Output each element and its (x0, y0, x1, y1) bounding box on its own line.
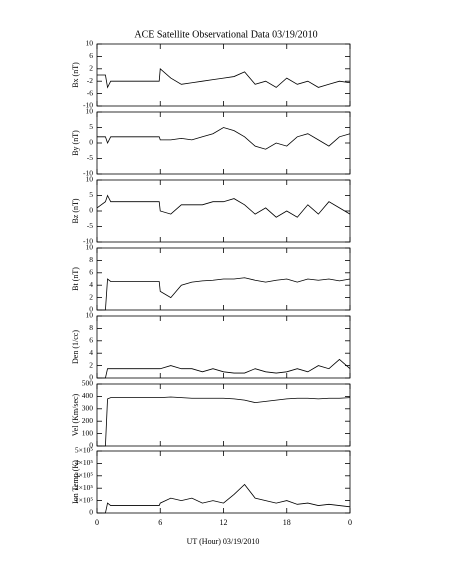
y-tick-label: -10 (83, 169, 93, 178)
y-tick-label: 10 (86, 311, 94, 320)
data-line (96, 194, 351, 218)
y-tick-label: 8 (89, 255, 93, 264)
x-tick-label: 0 (95, 518, 99, 527)
y-tick-label: 2×10⁵ (75, 483, 93, 492)
panel-frame (96, 179, 351, 243)
y-axis-label: Vel (Km/sec) (71, 393, 80, 436)
y-tick-label: 2 (89, 64, 93, 73)
x-axis-label: UT (Hour) 03/19/2010 (187, 537, 260, 546)
x-tick-label: 0 (348, 518, 352, 527)
y-tick-label: 4 (89, 280, 93, 289)
y-axis-label: By (nT) (71, 130, 80, 156)
y-tick-label: 5 (89, 190, 93, 199)
y-tick-label: 0 (89, 206, 93, 215)
y-tick-label: 10 (86, 107, 94, 116)
y-tick-label: 0 (89, 508, 93, 517)
y-tick-label: 5 (89, 122, 93, 131)
y-tick-label: 0 (89, 138, 93, 147)
y-axis-label: Bx (nT) (71, 62, 80, 88)
y-tick-label: 0 (89, 373, 93, 382)
y-tick-label: 8 (89, 323, 93, 332)
y-tick-label: 500 (82, 379, 94, 388)
y-tick-label: 200 (82, 416, 94, 425)
panel-frame (96, 383, 351, 447)
y-axis-label: Bt (nT) (71, 267, 80, 291)
y-tick-label: 10 (86, 175, 94, 184)
y-tick-label: 6 (89, 336, 93, 345)
y-tick-label: 5×10⁵ (75, 446, 93, 455)
y-tick-label: 3×10⁵ (75, 471, 93, 480)
y-tick-label: 6 (89, 268, 93, 277)
panel-frame (96, 43, 351, 107)
panel-frame (96, 111, 351, 175)
y-tick-label: 100 (82, 428, 94, 437)
y-tick-label: -5 (87, 153, 93, 162)
x-tick-label: 6 (158, 518, 162, 527)
y-tick-label: -10 (83, 101, 93, 110)
data-line (97, 277, 351, 311)
data-line (97, 483, 351, 514)
y-tick-label: 300 (82, 404, 94, 413)
y-tick-label: -5 (87, 221, 93, 230)
y-tick-label: 1×10⁵ (75, 495, 93, 504)
y-tick-label: 6 (89, 51, 93, 60)
y-tick-label: 10 (86, 39, 94, 48)
y-tick-label: 2 (89, 292, 93, 301)
x-tick-label: 18 (283, 518, 291, 527)
y-tick-label: 4 (89, 348, 93, 357)
y-tick-label: 4×10⁵ (75, 458, 93, 467)
y-tick-label: 400 (82, 391, 94, 400)
chart-title: ACE Satellite Observational Data 03/19/2… (134, 29, 317, 40)
y-tick-label: 2 (89, 360, 93, 369)
y-tick-label: 10 (86, 243, 94, 252)
y-tick-label: 0 (89, 441, 93, 450)
y-tick-label: 0 (89, 305, 93, 314)
y-axis-label: Ion Temp (K) (71, 460, 80, 504)
y-tick-label: -10 (83, 237, 93, 246)
y-axis-label: Bz (nT) (71, 198, 80, 223)
y-tick-label: -2 (87, 76, 93, 85)
y-tick-label: -6 (87, 88, 93, 97)
data-line (97, 127, 351, 150)
data-line (97, 396, 351, 447)
y-axis-label: Den (1/cc) (71, 330, 80, 364)
data-line (97, 358, 351, 379)
x-tick-label: 12 (220, 518, 228, 527)
data-line (97, 67, 351, 89)
